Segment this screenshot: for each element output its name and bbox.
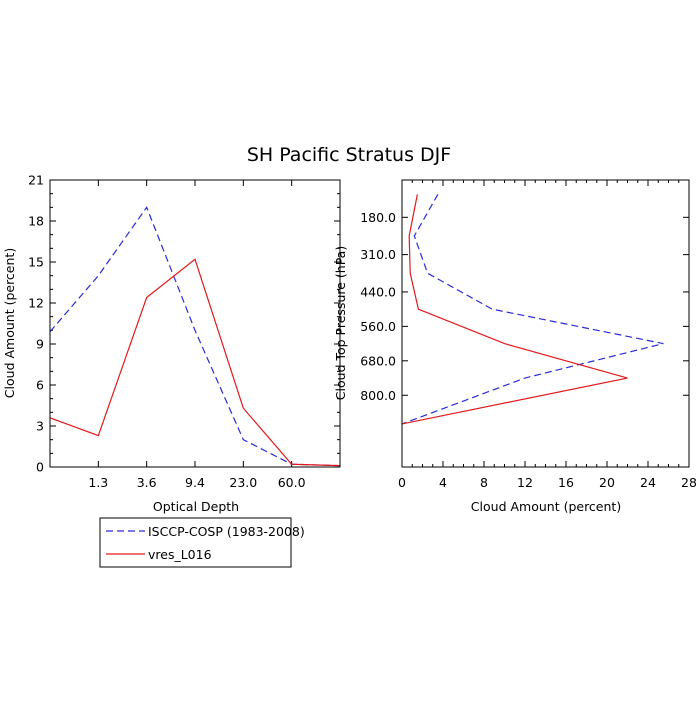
right-tick-labels: 0 4 8 12 16 20 24 28 180.0 310.0 440.0 560.0 680.0 80…	[360, 210, 697, 490]
legend-entry-isccp: ISCCP-COSP (1983-2008)	[106, 524, 305, 539]
right-y-tick-label: 440.0	[360, 284, 396, 299]
left-series	[50, 206, 340, 467]
left-plot-frame	[49, 179, 341, 468]
right-ticks	[401, 180, 690, 467]
left-y-tick-label: 21	[28, 173, 44, 188]
legend-box	[99, 517, 292, 568]
chart-title: SH Pacific Stratus DJF	[247, 144, 451, 166]
legend: ISCCP-COSP (1983-2008) vres_L016	[99, 517, 305, 568]
left-x-tick-label: 60.0	[278, 475, 306, 490]
left-x-tick-label: 23.0	[229, 475, 257, 490]
legend-entry-vres: vres_L016	[106, 547, 212, 562]
left-y-tick-label: 6	[36, 378, 44, 393]
right-series-line-1	[402, 194, 628, 425]
left-y-tick-label: 12	[28, 296, 44, 311]
left-x-tick-label: 1.3	[88, 475, 108, 490]
legend-label-vres: vres_L016	[148, 547, 212, 562]
panel-cloud-top-pressure: 0 4 8 12 16 20 24 28 180.0 310.0 440.0 560.0 680.0 80…	[333, 179, 697, 514]
right-y-tick-label: 800.0	[360, 388, 396, 403]
legend-label-isccp: ISCCP-COSP (1983-2008)	[148, 524, 305, 539]
left-ticks	[50, 179, 340, 468]
right-y-axis-label: Cloud Top Pressure (hPa)	[333, 246, 348, 400]
right-x-tick-label: 24	[640, 475, 656, 490]
right-x-tick-label: 0	[398, 475, 406, 490]
right-series-line-0	[402, 194, 664, 425]
right-y-tick-label: 560.0	[360, 319, 396, 334]
right-y-tick-label: 310.0	[360, 247, 396, 262]
right-x-tick-label: 4	[439, 475, 447, 490]
right-series	[402, 194, 664, 425]
left-y-tick-label: 0	[36, 460, 44, 475]
left-tick-labels: 0 3 6 9 12 15 18 21 1.3 3.6 9.4 23.0 60.0	[28, 173, 306, 491]
left-series-line-1	[50, 258, 340, 467]
right-x-tick-label: 28	[681, 475, 697, 490]
right-x-tick-label: 8	[480, 475, 488, 490]
right-y-tick-label: 680.0	[360, 353, 396, 368]
right-x-tick-label: 16	[558, 475, 574, 490]
left-x-axis-label: Optical Depth	[153, 499, 239, 514]
left-y-tick-label: 18	[28, 214, 44, 229]
right-y-tick-label: 180.0	[360, 210, 396, 225]
left-y-tick-label: 3	[36, 419, 44, 434]
panel-optical-depth: 0 3 6 9 12 15 18 21 1.3 3.6 9.4 23.0 60.0 Optical De…	[2, 173, 341, 514]
right-x-tick-label: 12	[517, 475, 533, 490]
right-x-tick-label: 20	[599, 475, 615, 490]
left-y-tick-label: 15	[28, 255, 44, 270]
left-series-line-0	[50, 206, 340, 467]
left-y-axis-label: Cloud Amount (percent)	[2, 248, 17, 398]
left-x-tick-label: 3.6	[137, 475, 157, 490]
right-x-axis-label: Cloud Amount (percent)	[471, 499, 621, 514]
left-x-tick-label: 9.4	[185, 475, 205, 490]
right-plot-frame	[401, 179, 690, 468]
left-y-tick-label: 9	[36, 337, 44, 352]
